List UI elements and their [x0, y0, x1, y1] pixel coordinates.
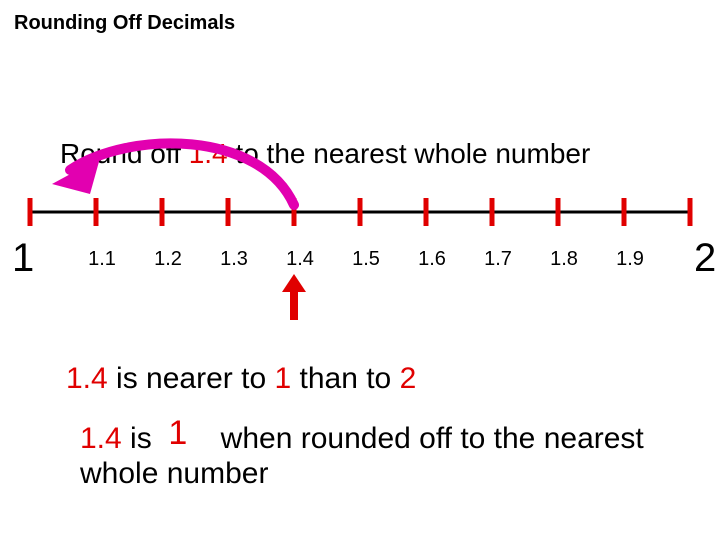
tick-label: 1.4 [286, 248, 314, 271]
tick-label: 1.2 [154, 248, 182, 271]
tick-label: 1.3 [220, 248, 248, 271]
tick-label: 1.9 [616, 248, 644, 271]
tick-label: 1.5 [352, 248, 380, 271]
explain-line-2: 1.4 is 1 when rounded off to the nearest… [80, 418, 660, 491]
endpoint-left-label: 1 [12, 236, 34, 281]
l2-value: 1.4 [66, 362, 108, 395]
l3-post: when rounded off to the nearest whole nu… [80, 422, 644, 490]
l2-mid: is nearer to [108, 362, 275, 395]
l2-a: 1 [274, 362, 291, 395]
l3-answer: 1 [168, 414, 187, 453]
l2-b: 2 [400, 362, 417, 395]
tick-label: 1.6 [418, 248, 446, 271]
tick-label: 1.8 [550, 248, 578, 271]
explain-line-1: 1.4 is nearer to 1 than to 2 [66, 362, 416, 396]
l3-mid: is [122, 422, 160, 455]
l2-mid2: than to [291, 362, 399, 395]
tick-label: 1.7 [484, 248, 512, 271]
tick-label: 1.1 [88, 248, 116, 271]
endpoint-right-label: 2 [694, 236, 716, 281]
l3-value: 1.4 [80, 422, 122, 455]
